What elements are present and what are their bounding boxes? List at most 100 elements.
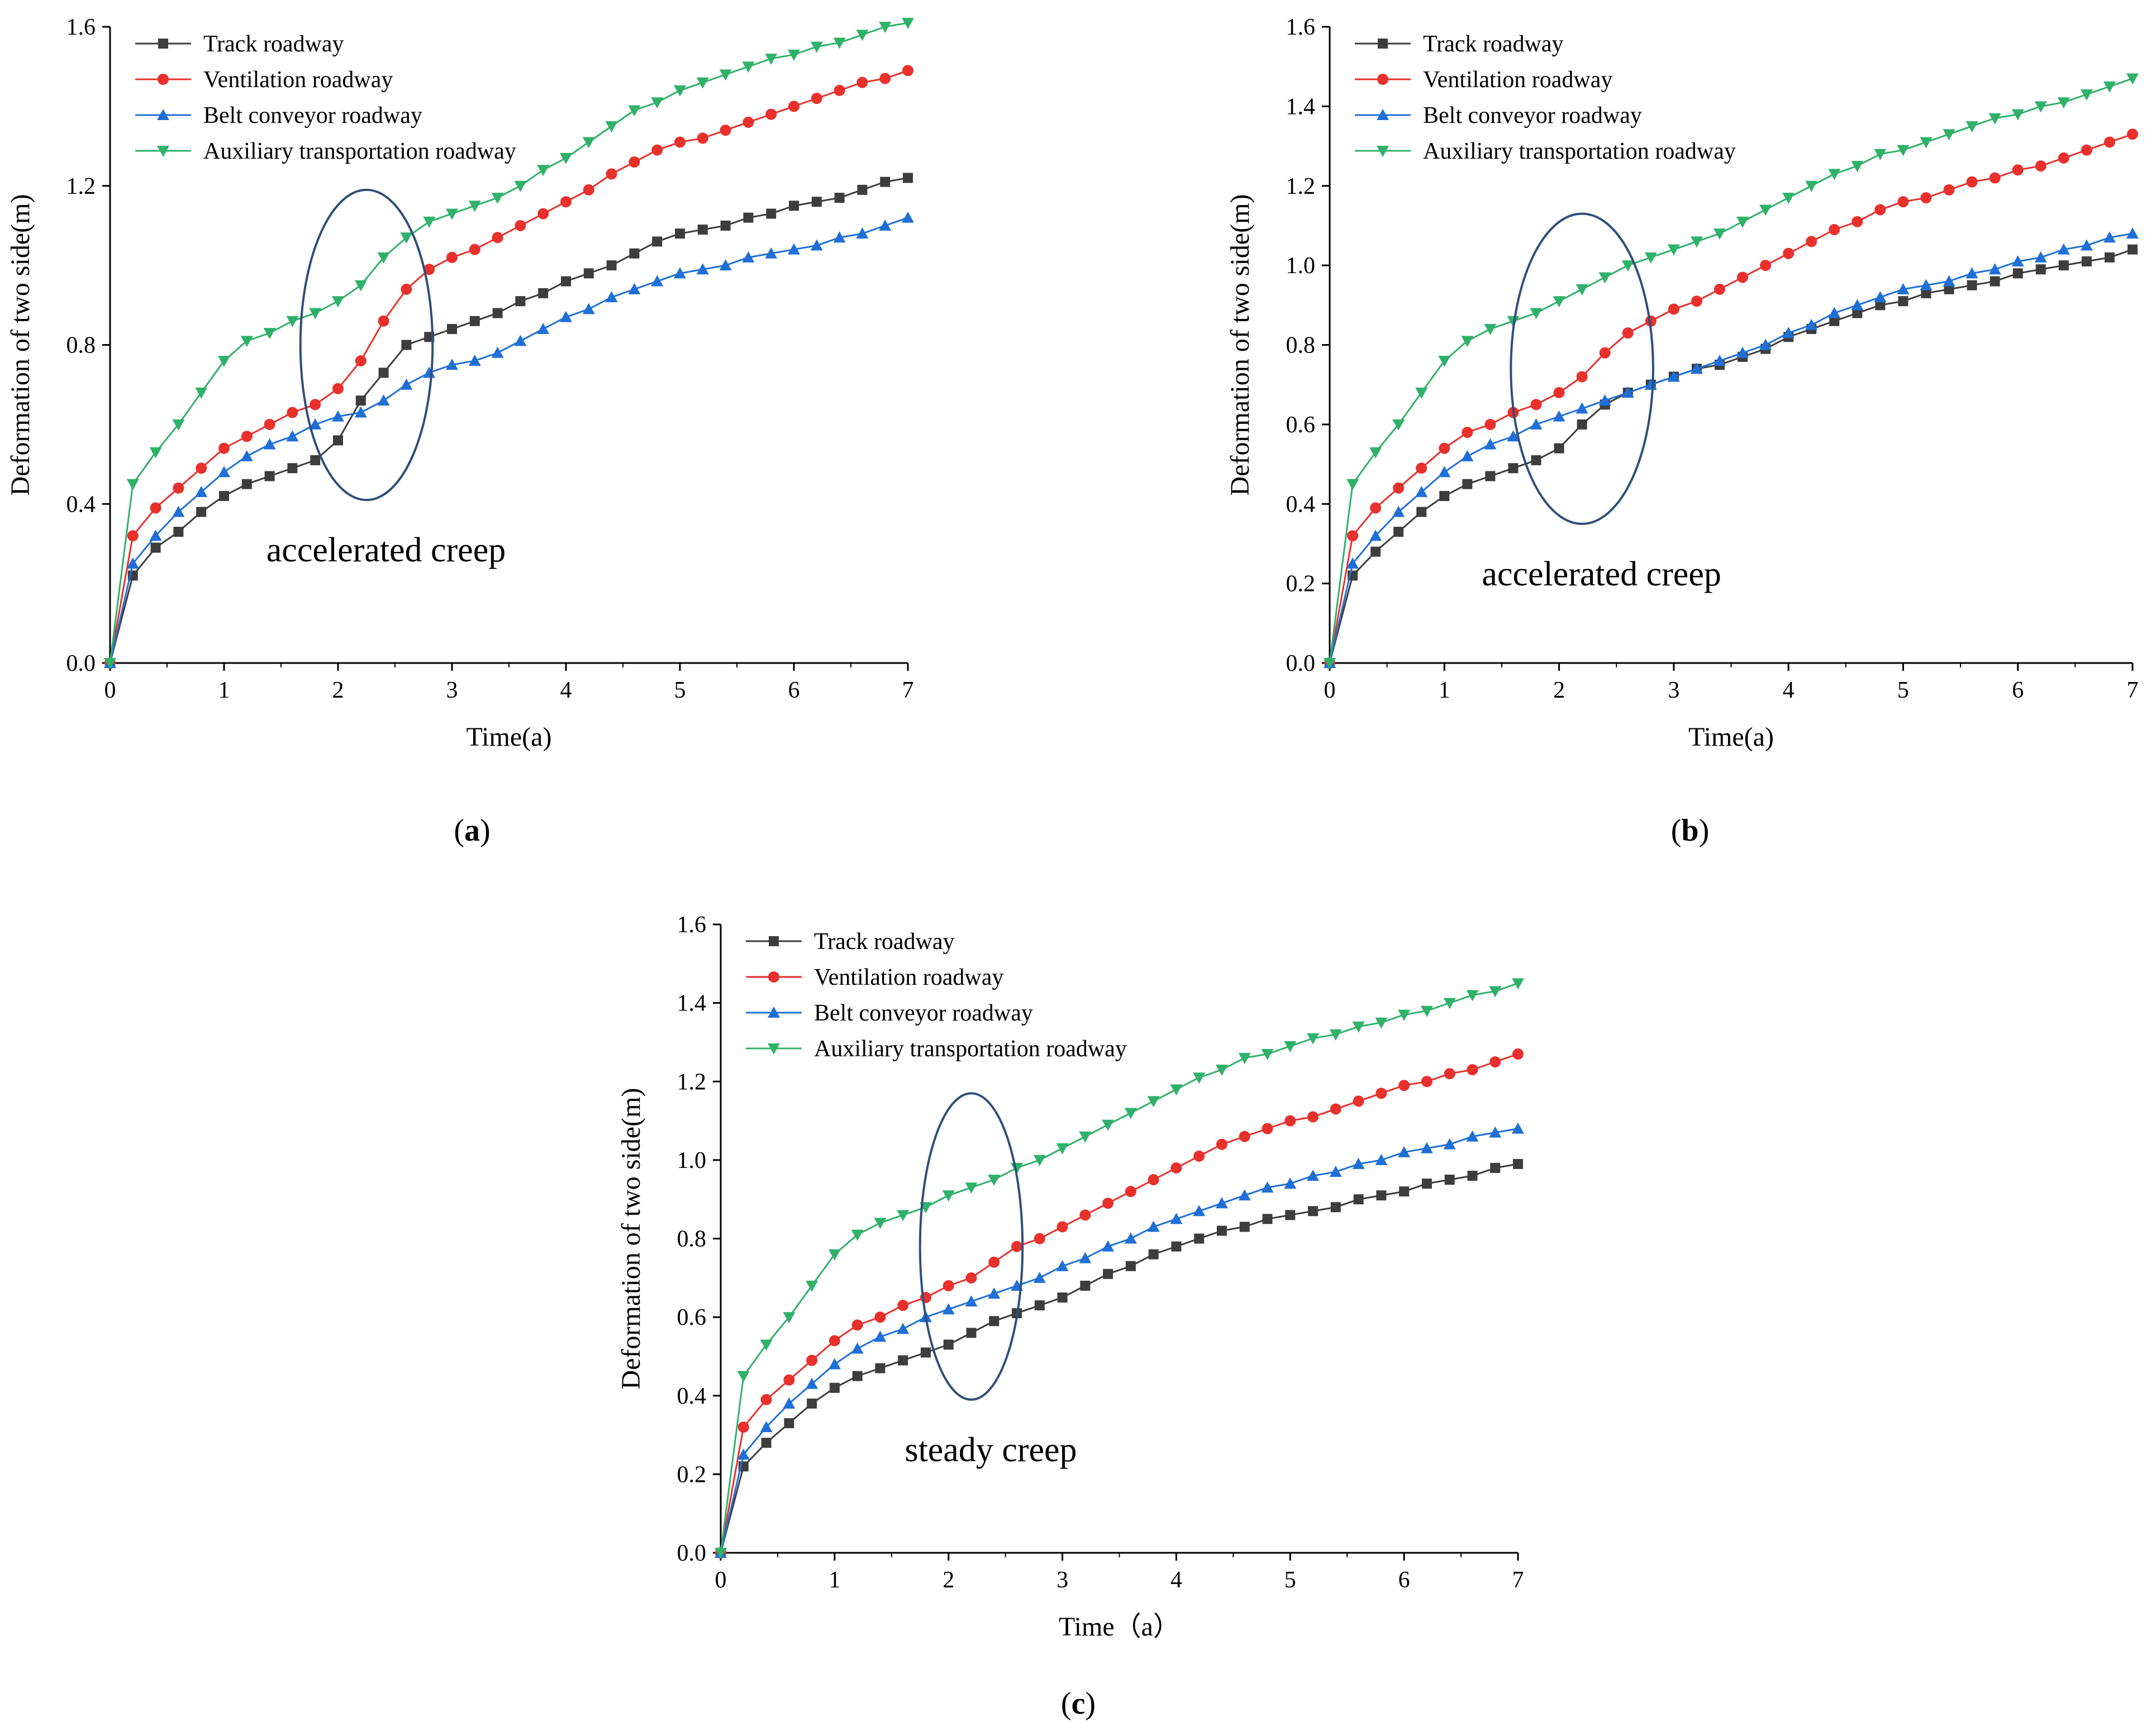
data-point — [1852, 216, 1863, 227]
data-point — [834, 84, 845, 96]
data-point — [1079, 1252, 1092, 1263]
data-point — [1621, 260, 1634, 272]
data-point — [1622, 327, 1634, 339]
data-point — [1967, 280, 1977, 290]
data-point — [829, 1382, 840, 1393]
data-point — [606, 168, 617, 180]
data-point — [651, 275, 664, 287]
data-point — [1415, 485, 1428, 497]
x-tick-label: 7 — [1512, 1567, 1524, 1593]
data-point — [491, 193, 504, 204]
data-point — [355, 355, 367, 366]
data-point — [469, 244, 480, 255]
data-point — [1806, 236, 1817, 247]
data-point — [720, 220, 731, 231]
legend-item: Auxiliary transportation roadway — [1355, 139, 1736, 164]
data-point — [219, 491, 229, 502]
data-point — [783, 1374, 795, 1386]
data-point — [1554, 443, 1564, 454]
data-point — [1920, 192, 1932, 204]
data-point — [1193, 1205, 1206, 1217]
y-tick-label: 0.4 — [677, 1384, 707, 1409]
data-point — [2126, 73, 2139, 85]
data-point — [560, 311, 572, 322]
y-tick-label: 0.6 — [677, 1305, 707, 1330]
data-point — [515, 220, 526, 231]
creep-region-ellipse — [299, 188, 434, 502]
data-point — [1416, 462, 1427, 474]
data-point — [1033, 1271, 1046, 1283]
data-point — [1898, 296, 1908, 307]
data-point — [1393, 527, 1404, 537]
data-point — [126, 479, 139, 490]
data-point — [1875, 300, 1886, 311]
data-point — [675, 228, 685, 239]
y-tick-label: 1.0 — [677, 1148, 707, 1174]
data-point — [1897, 196, 1909, 208]
data-point — [1215, 1197, 1228, 1209]
data-point — [1347, 530, 1359, 542]
data-point — [788, 49, 800, 61]
data-point — [468, 201, 481, 212]
data-point — [354, 406, 367, 418]
data-point — [218, 442, 230, 454]
data-point — [515, 296, 526, 307]
data-point — [1461, 450, 1474, 461]
data-point — [833, 37, 846, 49]
data-point — [1531, 455, 1541, 465]
data-point — [1080, 1280, 1091, 1291]
data-point — [537, 208, 549, 220]
data-point — [1011, 1241, 1023, 1252]
data-point — [2034, 101, 2047, 113]
legend-marker — [1377, 146, 1389, 157]
data-point — [150, 542, 161, 553]
data-point — [423, 216, 436, 228]
data-point — [332, 410, 344, 422]
data-point — [737, 1448, 750, 1460]
data-point — [828, 1249, 841, 1261]
data-point — [1507, 430, 1520, 442]
data-point — [833, 231, 846, 243]
data-point — [1421, 1179, 1432, 1189]
data-point — [1530, 399, 1542, 411]
data-point — [1691, 295, 1702, 307]
data-point — [1421, 1076, 1432, 1088]
data-point — [605, 121, 618, 132]
data-point — [514, 180, 527, 192]
data-point — [697, 132, 708, 144]
data-point — [218, 466, 230, 478]
legend-label: Belt conveyor roadway — [1423, 103, 1642, 128]
data-point — [354, 280, 367, 292]
data-point — [1943, 129, 1955, 141]
data-point — [1420, 1142, 1433, 1153]
data-point — [1737, 271, 1749, 283]
annotation-label: steady creep — [905, 1431, 1077, 1469]
data-point — [1828, 307, 1841, 318]
data-point — [1284, 1177, 1297, 1189]
data-point — [309, 308, 322, 319]
data-point — [1851, 161, 1864, 173]
data-point — [1262, 1123, 1273, 1134]
data-point — [902, 211, 914, 223]
data-point — [196, 462, 207, 474]
data-point — [1330, 1103, 1341, 1115]
legend-marker — [768, 971, 779, 983]
x-tick-label: 4 — [560, 678, 572, 703]
data-point — [652, 236, 663, 247]
data-point — [446, 208, 458, 220]
data-point — [1783, 247, 1795, 259]
data-point — [806, 1280, 818, 1292]
data-point — [423, 264, 435, 275]
data-point — [765, 53, 778, 65]
data-point — [743, 212, 754, 223]
x-tick-label: 1 — [218, 678, 230, 703]
data-point — [811, 93, 822, 104]
data-point — [1392, 505, 1405, 517]
x-tick-label: 6 — [2012, 678, 2024, 703]
data-point — [1645, 315, 1657, 327]
data-point — [1466, 1130, 1479, 1142]
data-point — [1239, 1131, 1250, 1142]
data-point — [965, 1182, 978, 1194]
data-point — [1736, 346, 1749, 358]
